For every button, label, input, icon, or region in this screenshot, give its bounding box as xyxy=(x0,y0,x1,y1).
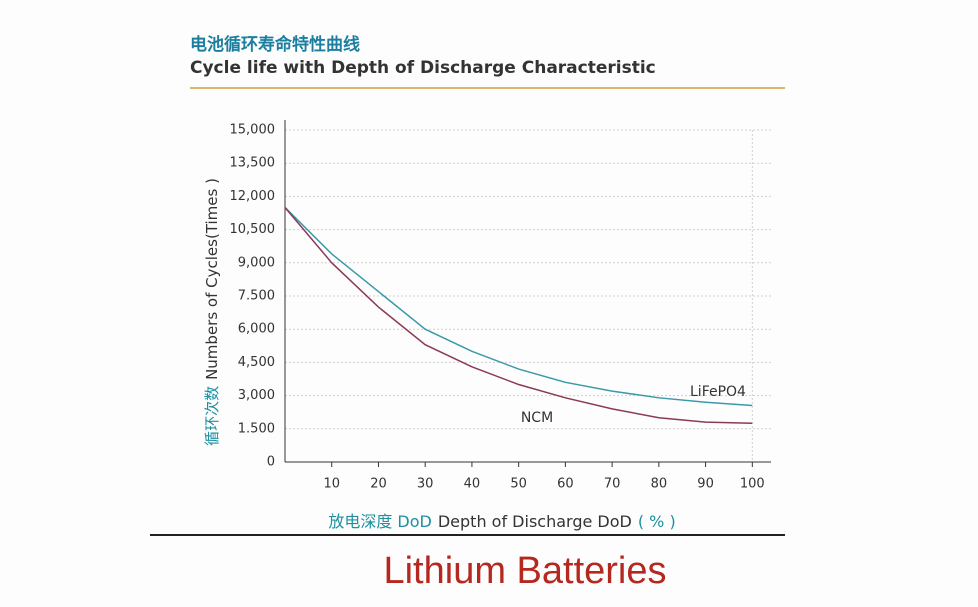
footer-caption: Lithium Batteries xyxy=(383,550,666,592)
x-axis-label-unit: ( % ) xyxy=(638,512,676,531)
y-tick-label: 0 xyxy=(267,455,275,470)
y-axis-label: 循环次数 Numbers of Cycles(Times ) xyxy=(203,178,221,446)
y-tick-label: 3,000 xyxy=(238,388,275,403)
x-axis-label-en: Depth of Discharge DoD xyxy=(438,512,632,531)
x-tick-label: 40 xyxy=(464,477,481,492)
y-tick-label: 13,500 xyxy=(230,156,276,171)
y-tick-label: 1.500 xyxy=(238,421,275,436)
x-tick-label: 60 xyxy=(557,477,574,492)
x-tick-label: 50 xyxy=(510,477,527,492)
x-tick-label: 100 xyxy=(740,477,765,492)
x-tick-label: 30 xyxy=(417,477,434,492)
y-tick-label: 4,500 xyxy=(238,355,275,370)
chart-title: 电池循环寿命特性曲线 xyxy=(190,34,360,55)
series-line xyxy=(284,206,753,407)
series-label: NCM xyxy=(521,410,553,426)
y-tick-label: 15,000 xyxy=(230,123,276,138)
y-axis-label-cn: 循环次数 xyxy=(203,386,221,446)
x-tick-label: 20 xyxy=(370,477,387,492)
y-tick-label: 7.500 xyxy=(238,289,275,304)
x-tick-label: 90 xyxy=(697,477,714,492)
series-label: LiFePO4 xyxy=(690,384,746,400)
y-tick-label: 9,000 xyxy=(238,255,275,270)
x-axis-label: 放电深度 DoD Depth of Discharge DoD ( % ) xyxy=(328,512,675,531)
y-tick-label: 12,000 xyxy=(230,189,276,204)
x-axis-label-cn: 放电深度 DoD xyxy=(328,512,432,531)
y-tick-label: 10,500 xyxy=(230,222,276,237)
x-tick-label: 80 xyxy=(651,477,668,492)
y-tick-label: 6,000 xyxy=(238,322,275,337)
x-tick-label: 70 xyxy=(604,477,621,492)
x-tick-label: 10 xyxy=(323,477,340,492)
series-line xyxy=(284,206,753,425)
y-axis-label-en: Numbers of Cycles(Times ) xyxy=(203,178,221,380)
chart-subtitle: Cycle life with Depth of Discharge Chara… xyxy=(190,58,656,78)
